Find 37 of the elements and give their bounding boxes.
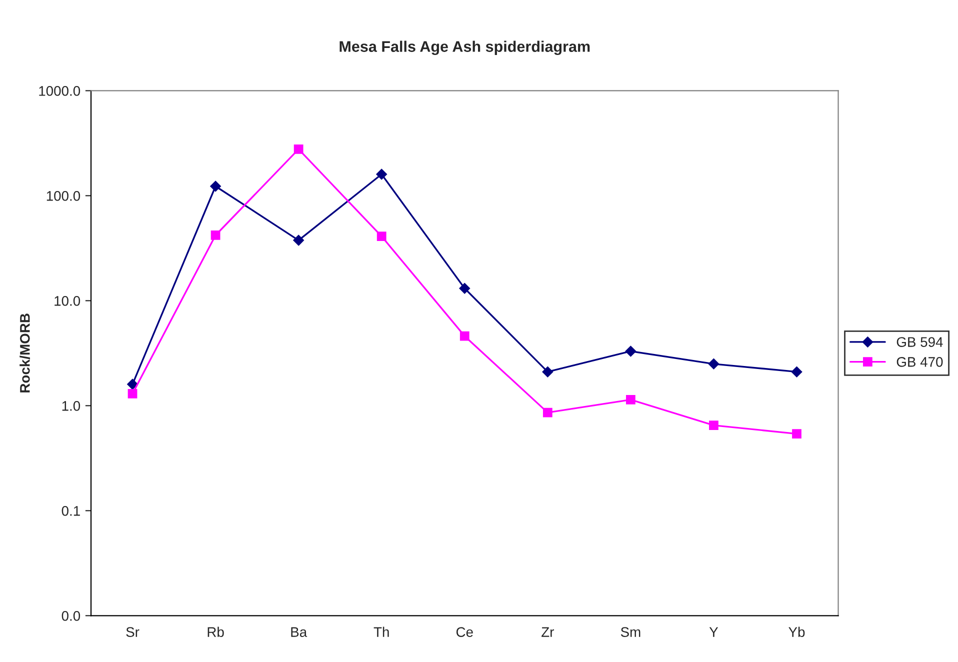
point bbox=[791, 366, 802, 378]
point bbox=[376, 232, 386, 242]
x-tick-label: Y bbox=[709, 627, 718, 637]
legend-label: GB 470 bbox=[896, 357, 943, 367]
x-tick-label: Zr bbox=[542, 627, 554, 637]
point bbox=[460, 331, 470, 341]
point bbox=[210, 180, 221, 192]
point bbox=[127, 378, 138, 390]
point bbox=[376, 168, 388, 180]
chart-title: Mesa Falls Age Ash spiderdiagram bbox=[340, 40, 590, 56]
y-tick-label: 0.1 bbox=[62, 506, 80, 516]
x-tick-label: Sr bbox=[126, 627, 140, 637]
y-tick-label: 1000.0 bbox=[39, 86, 80, 96]
point bbox=[128, 389, 138, 398]
x-tick-label: Sm bbox=[620, 627, 640, 637]
y-tick-label: 0.0 bbox=[62, 610, 80, 621]
point bbox=[294, 144, 304, 154]
point bbox=[792, 429, 802, 438]
x-tick-label: Th bbox=[374, 626, 389, 637]
point bbox=[459, 282, 470, 294]
point bbox=[210, 230, 220, 240]
point bbox=[708, 358, 720, 370]
y-tick-label: 100.0 bbox=[46, 191, 80, 201]
x-tick-label: Ba bbox=[291, 627, 308, 637]
point bbox=[626, 395, 636, 404]
legend-label: GB 594 bbox=[896, 337, 943, 347]
point bbox=[293, 234, 304, 246]
point bbox=[542, 366, 554, 378]
x-tick-label: Ce bbox=[456, 627, 473, 637]
y-tick-label: 1.0 bbox=[62, 401, 80, 411]
y-axis-title: Rock/MORB bbox=[20, 314, 30, 392]
y-tick-label: 10.0 bbox=[54, 296, 80, 306]
x-tick-label: Yb bbox=[788, 626, 805, 637]
x-tick-label: Rb bbox=[208, 626, 224, 637]
point bbox=[709, 420, 718, 430]
point bbox=[625, 346, 636, 357]
point bbox=[542, 408, 552, 418]
